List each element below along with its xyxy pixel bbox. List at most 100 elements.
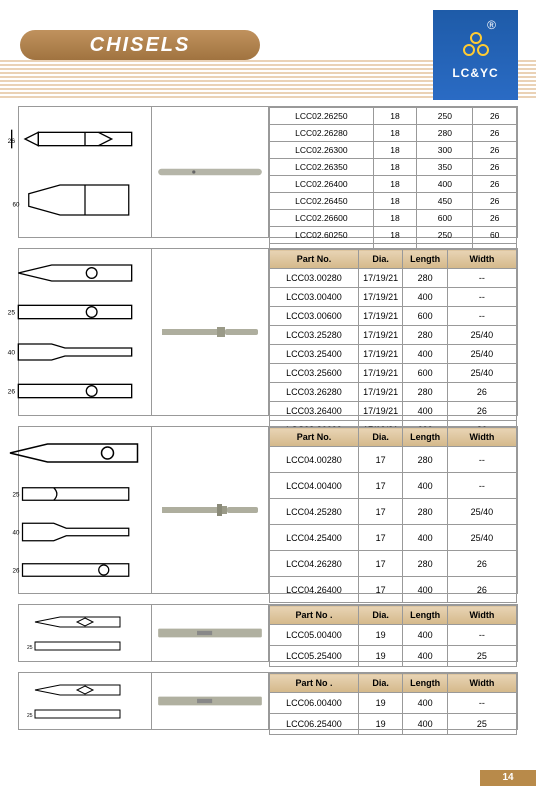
diagram-flat-26-3: 26 <box>10 555 160 585</box>
panel-2: 25 40 26 Part No.Dia.LengthWidthLCC03.00… <box>18 248 518 416</box>
cell: LCC03.25600 <box>270 364 359 383</box>
col-header: Dia. <box>358 428 402 447</box>
col-header: Length <box>403 428 447 447</box>
diagram-col-3: 25 40 26 <box>19 427 152 593</box>
product-image-2 <box>152 249 269 415</box>
cell: 17 <box>358 473 402 499</box>
page: CHISELS ® LC&YC 26 60 LCC02.262501825026… <box>0 0 536 794</box>
diagram-flat-40: 40 <box>5 336 165 368</box>
panel-4: 25 Part No .Dia.LengthWidthLCC05.0040019… <box>18 604 518 662</box>
cell: LCC06.25400 <box>270 714 359 735</box>
table-row: LCC02.263501835026 <box>270 159 517 176</box>
col-header: Dia. <box>358 250 402 269</box>
diagram-hex-shank: 26 <box>5 119 165 159</box>
cell: 25/40 <box>447 525 516 551</box>
cell: 18 <box>373 125 417 142</box>
cell: LCC05.25400 <box>270 646 359 667</box>
cell: 17/19/21 <box>358 288 402 307</box>
cell: 25/40 <box>447 326 516 345</box>
diagram-col-1: 26 60 <box>19 107 152 237</box>
cell: 17/19/21 <box>358 402 402 421</box>
cell: 400 <box>403 288 447 307</box>
table-row: LCC03.2640017/19/2140026 <box>270 402 517 421</box>
cell: 26 <box>447 402 516 421</box>
table-row: LCC02.266001860026 <box>270 210 517 227</box>
diagram-col-2: 25 40 26 <box>19 249 152 415</box>
cell: 18 <box>373 108 417 125</box>
table-row: LCC04.252801728025/40 <box>270 499 517 525</box>
cell: 280 <box>417 125 473 142</box>
diagram-point-4 <box>25 612 145 632</box>
cell: 26 <box>473 142 517 159</box>
cell: 280 <box>403 383 447 402</box>
cell: 400 <box>403 402 447 421</box>
table-row: LCC06.254001940025 <box>270 714 517 735</box>
diagram-flat-40-3: 40 <box>10 517 160 547</box>
svg-text:26: 26 <box>13 568 20 575</box>
svg-text:40: 40 <box>13 530 20 537</box>
cell: LCC03.25400 <box>270 345 359 364</box>
col-header: Part No . <box>270 674 359 693</box>
table-row: LCC02.602501825060 <box>270 227 517 244</box>
content-area: 26 60 LCC02.262501825026LCC02.2628018280… <box>18 106 518 740</box>
data-col-3: Part No.Dia.LengthWidthLCC04.0028017280-… <box>269 427 517 593</box>
product-image-3 <box>152 427 269 593</box>
table-3: Part No.Dia.LengthWidthLCC04.0028017280-… <box>269 427 517 603</box>
cell: 17/19/21 <box>358 364 402 383</box>
table-row: LCC03.2528017/19/2128025/40 <box>270 326 517 345</box>
cell: 26 <box>447 383 516 402</box>
panel-5: 25 Part No .Dia.LengthWidthLCC06.0040019… <box>18 672 518 730</box>
col-header: Width <box>447 606 516 625</box>
cell: 26 <box>447 551 516 577</box>
chisel-photo-2 <box>156 322 264 342</box>
product-image-1 <box>152 107 269 237</box>
cell: 400 <box>403 693 447 714</box>
table-row: LCC05.254001940025 <box>270 646 517 667</box>
svg-text:25: 25 <box>27 713 33 719</box>
col-header: Length <box>403 674 447 693</box>
cell: 17 <box>358 551 402 577</box>
cell: 400 <box>403 646 447 667</box>
cell: -- <box>447 473 516 499</box>
diagram-flat-26: 26 <box>5 375 165 407</box>
cell: 250 <box>417 108 473 125</box>
cell: 450 <box>417 193 473 210</box>
table-row: LCC05.0040019400-- <box>270 625 517 646</box>
col-header: Dia. <box>358 674 402 693</box>
cell: LCC02.26250 <box>270 108 374 125</box>
cell: 25/40 <box>447 345 516 364</box>
col-header: Dia. <box>358 606 402 625</box>
col-header: Part No. <box>270 250 359 269</box>
table-row: LCC02.262501825026 <box>270 108 517 125</box>
table-row: LCC03.0040017/19/21400-- <box>270 288 517 307</box>
cell: 17/19/21 <box>358 383 402 402</box>
cell: 280 <box>403 447 447 473</box>
cell: 17 <box>358 525 402 551</box>
cell: 18 <box>373 227 417 244</box>
cell: 600 <box>403 307 447 326</box>
product-image-5 <box>152 673 269 729</box>
diagram-flat-25-3: 25 <box>10 479 160 509</box>
table-5: Part No .Dia.LengthWidthLCC06.0040019400… <box>269 673 517 735</box>
cell: -- <box>447 269 516 288</box>
brand-name: LC&YC <box>452 66 498 80</box>
svg-text:26: 26 <box>8 389 16 396</box>
col-header: Length <box>403 606 447 625</box>
chisel-photo-1 <box>156 162 264 182</box>
cell: 26 <box>473 108 517 125</box>
svg-text:25: 25 <box>8 310 16 317</box>
logo-icon <box>460 30 492 62</box>
cell: 25/40 <box>447 364 516 383</box>
cell: 19 <box>358 693 402 714</box>
table-1: LCC02.262501825026LCC02.262801828026LCC0… <box>269 107 517 261</box>
data-col-1: LCC02.262501825026LCC02.262801828026LCC0… <box>269 107 517 237</box>
cell: 26 <box>473 125 517 142</box>
cell: LCC03.26400 <box>270 402 359 421</box>
cell: LCC03.25280 <box>270 326 359 345</box>
cell: LCC02.60250 <box>270 227 374 244</box>
table-row: LCC03.2628017/19/2128026 <box>270 383 517 402</box>
table-row: LCC03.2560017/19/2160025/40 <box>270 364 517 383</box>
chisel-photo-3 <box>156 500 264 520</box>
cell: LCC04.00280 <box>270 447 359 473</box>
svg-text:25: 25 <box>27 645 33 651</box>
